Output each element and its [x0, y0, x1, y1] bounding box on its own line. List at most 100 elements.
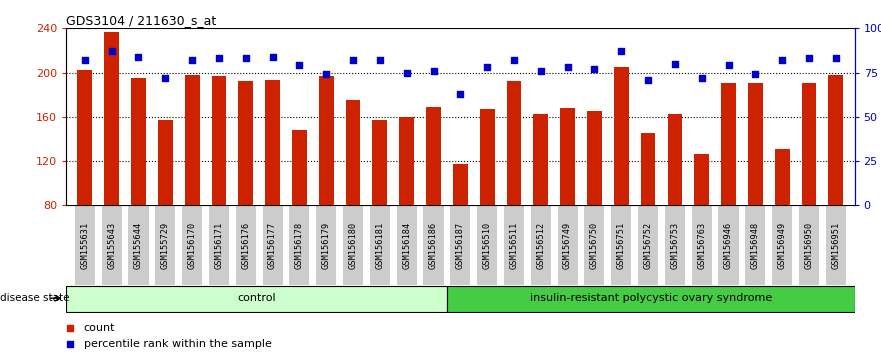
Point	[588, 66, 602, 72]
Bar	[640, 133, 655, 205]
FancyBboxPatch shape	[75, 205, 95, 285]
Point	[185, 57, 199, 63]
FancyBboxPatch shape	[101, 205, 122, 285]
Bar	[748, 82, 763, 205]
Bar	[426, 107, 440, 205]
Point	[560, 64, 574, 70]
Text: GSM156186: GSM156186	[429, 222, 438, 269]
Bar	[560, 108, 575, 205]
Bar	[131, 78, 146, 205]
Point	[239, 56, 253, 61]
Point	[668, 61, 682, 67]
Text: GSM156751: GSM156751	[617, 222, 626, 269]
Text: GSM156948: GSM156948	[751, 222, 759, 269]
Text: GSM156178: GSM156178	[295, 222, 304, 269]
Bar	[668, 114, 682, 205]
Text: GSM156170: GSM156170	[188, 222, 196, 269]
Point	[319, 238, 333, 244]
FancyBboxPatch shape	[66, 286, 447, 312]
Point	[131, 54, 145, 59]
Bar	[453, 164, 468, 205]
Bar	[239, 81, 253, 205]
Bar	[319, 76, 334, 205]
Point	[159, 75, 173, 81]
FancyBboxPatch shape	[745, 205, 766, 285]
Text: GSM156177: GSM156177	[268, 222, 278, 269]
FancyBboxPatch shape	[209, 205, 229, 285]
FancyBboxPatch shape	[396, 205, 417, 285]
Point	[802, 56, 816, 61]
Bar	[507, 81, 522, 205]
FancyBboxPatch shape	[558, 205, 578, 285]
FancyBboxPatch shape	[504, 205, 524, 285]
FancyBboxPatch shape	[530, 205, 551, 285]
FancyBboxPatch shape	[611, 205, 632, 285]
FancyBboxPatch shape	[263, 205, 283, 285]
Text: GSM156749: GSM156749	[563, 222, 572, 269]
Text: GSM156950: GSM156950	[804, 222, 813, 269]
FancyBboxPatch shape	[825, 205, 846, 285]
Text: percentile rank within the sample: percentile rank within the sample	[84, 339, 271, 349]
Point	[400, 70, 414, 75]
Point	[319, 90, 333, 96]
Bar	[373, 120, 388, 205]
Text: GSM156512: GSM156512	[537, 222, 545, 269]
Text: GSM155729: GSM155729	[161, 222, 170, 269]
Text: GSM156949: GSM156949	[778, 222, 787, 269]
Text: count: count	[84, 322, 115, 332]
FancyBboxPatch shape	[665, 205, 685, 285]
Bar	[211, 76, 226, 205]
FancyBboxPatch shape	[450, 205, 470, 285]
Text: GSM156763: GSM156763	[697, 222, 707, 269]
Point	[748, 72, 762, 77]
Text: GSM156171: GSM156171	[214, 222, 224, 269]
Text: GSM156187: GSM156187	[455, 222, 465, 269]
Point	[105, 48, 119, 54]
FancyBboxPatch shape	[316, 205, 337, 285]
Text: GDS3104 / 211630_s_at: GDS3104 / 211630_s_at	[66, 14, 217, 27]
FancyBboxPatch shape	[370, 205, 390, 285]
FancyBboxPatch shape	[424, 205, 443, 285]
Text: GSM156750: GSM156750	[590, 222, 599, 269]
FancyBboxPatch shape	[289, 205, 309, 285]
FancyBboxPatch shape	[236, 205, 255, 285]
FancyBboxPatch shape	[182, 205, 202, 285]
Point	[212, 56, 226, 61]
Bar	[78, 70, 93, 205]
FancyBboxPatch shape	[772, 205, 792, 285]
Point	[453, 91, 467, 97]
Text: GSM156951: GSM156951	[832, 222, 840, 269]
Bar	[614, 67, 629, 205]
FancyBboxPatch shape	[478, 205, 497, 285]
Point	[614, 48, 628, 54]
Point	[426, 68, 440, 74]
Text: GSM156176: GSM156176	[241, 222, 250, 269]
Point	[534, 68, 548, 74]
Point	[694, 75, 708, 81]
Bar	[265, 80, 280, 205]
Point	[480, 64, 494, 70]
Point	[292, 63, 307, 68]
Text: GSM155631: GSM155631	[80, 222, 89, 269]
Bar	[587, 111, 602, 205]
Text: GSM156511: GSM156511	[509, 222, 518, 269]
Text: GSM156181: GSM156181	[375, 222, 384, 269]
Point	[373, 57, 387, 63]
Point	[829, 56, 843, 61]
Point	[78, 57, 92, 63]
Text: GSM156753: GSM156753	[670, 222, 679, 269]
Text: GSM155643: GSM155643	[107, 222, 116, 269]
Text: GSM156946: GSM156946	[724, 222, 733, 269]
Text: GSM156752: GSM156752	[643, 222, 653, 269]
Bar	[345, 100, 360, 205]
Point	[775, 57, 789, 63]
FancyBboxPatch shape	[719, 205, 738, 285]
Point	[507, 57, 521, 63]
Bar	[185, 75, 199, 205]
Bar	[399, 117, 414, 205]
Bar	[694, 154, 709, 205]
Text: GSM155644: GSM155644	[134, 222, 143, 269]
FancyBboxPatch shape	[584, 205, 604, 285]
Text: GSM156180: GSM156180	[349, 222, 358, 269]
Bar	[104, 32, 119, 205]
